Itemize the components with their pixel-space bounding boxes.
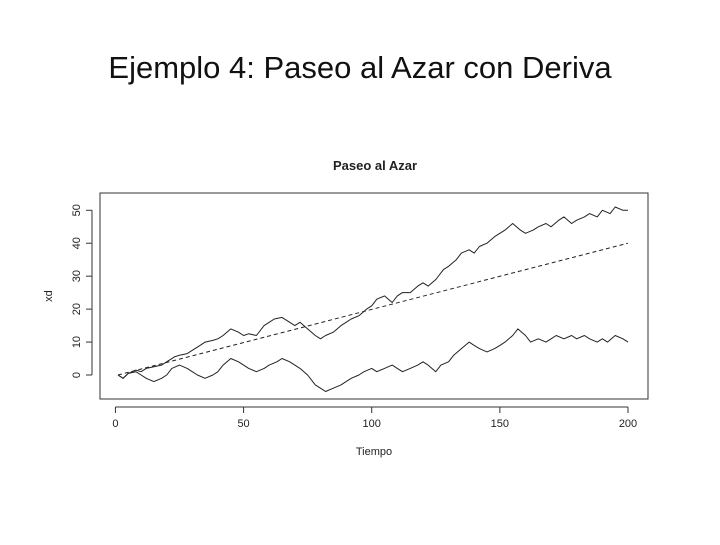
x-tick-label: 50 [237,418,249,430]
x-axis-label: Tiempo [356,446,392,458]
x-tick-label: 0 [112,418,118,430]
plot-frame [99,192,649,400]
y-tick-label: 30 [71,270,83,282]
axes-group: 0 50 100 150 200 0 10 20 30 40 50 [71,204,637,430]
series-line-3 [117,328,629,392]
series-line-1 [117,206,628,379]
x-tick-label: 150 [491,418,509,430]
slide-title: Ejemplo 4: Paseo al Azar con Deriva [108,50,612,85]
chart-title: Paseo al Azar [333,158,417,173]
y-tick-label: 0 [71,372,83,378]
y-tick-label: 50 [71,204,83,216]
x-tick-label: 200 [619,418,637,430]
x-tick-label: 100 [363,418,381,430]
y-tick-label: 10 [71,336,83,348]
y-tick-label: 20 [71,303,83,315]
series-line-2 [117,242,629,376]
y-axis-label: xd [43,290,55,302]
series-group [117,206,629,392]
y-tick-label: 40 [71,237,83,249]
